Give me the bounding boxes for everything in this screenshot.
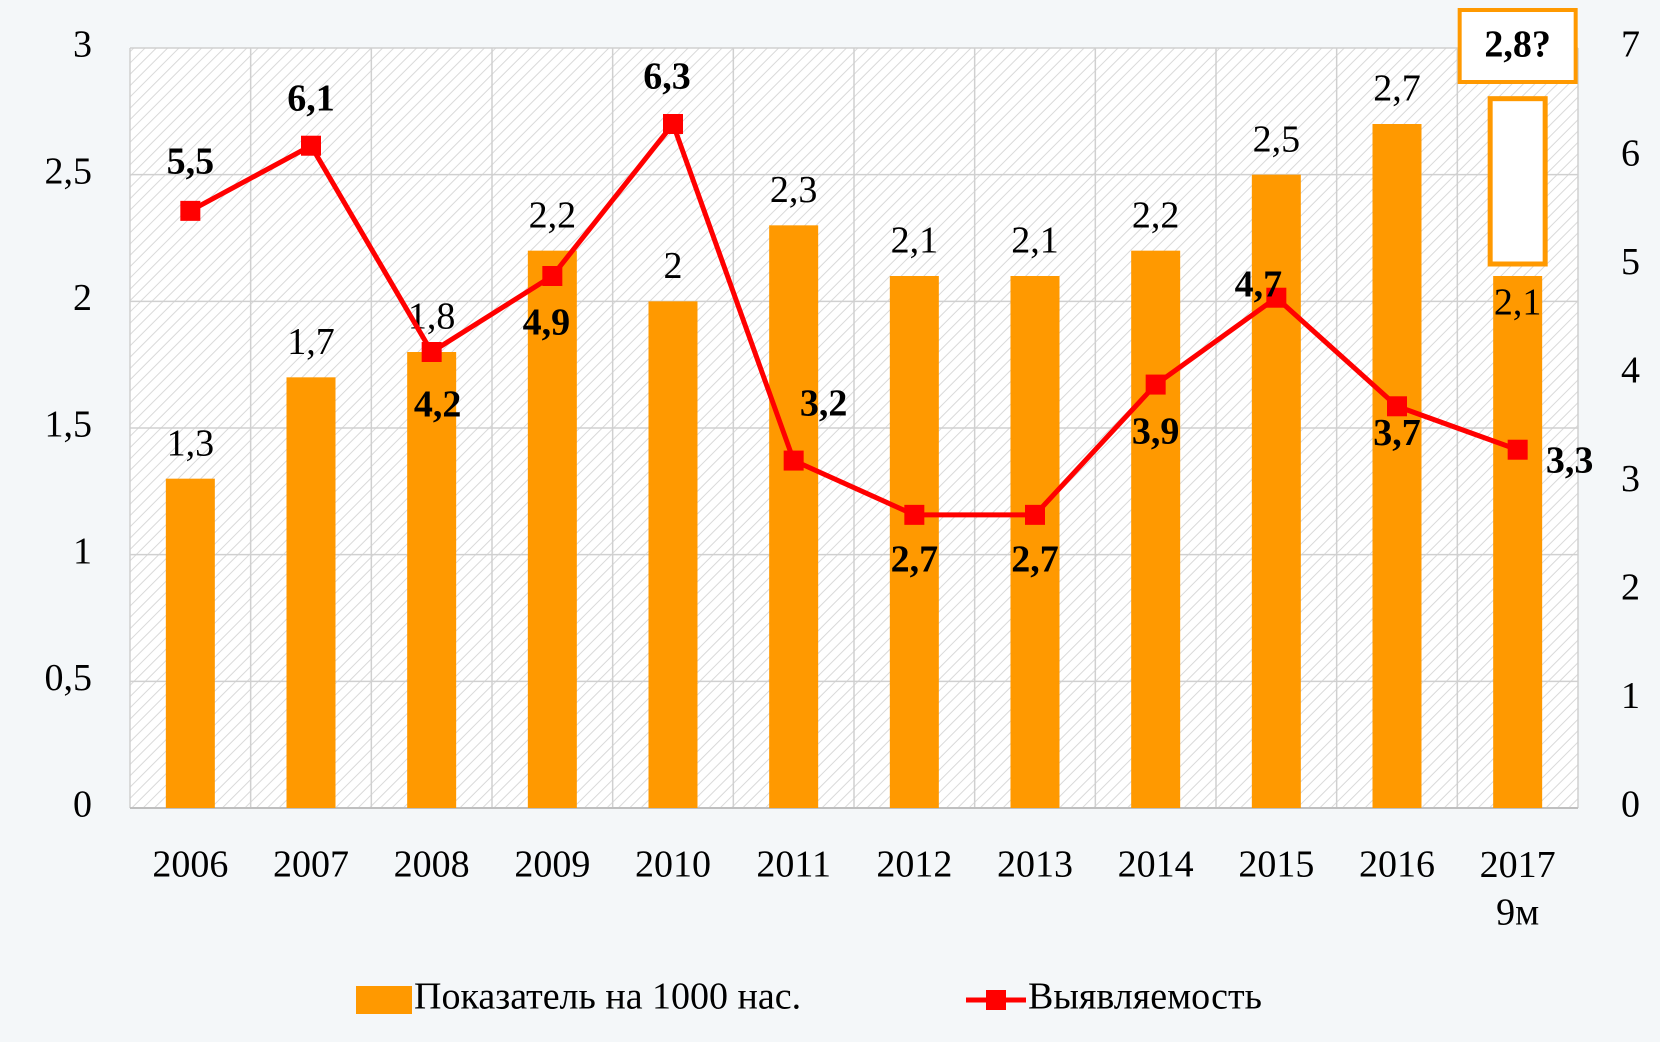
y2-tick-label: 3 [1621, 458, 1640, 500]
line-marker [904, 504, 925, 525]
y-tick-label: 2 [73, 277, 92, 319]
line [189, 118, 1519, 518]
bar-value-label: 2 [664, 245, 683, 287]
y-tick-label: 0 [73, 784, 92, 826]
x-tick-label: 2010 [635, 844, 711, 886]
line-marker [1266, 287, 1287, 308]
bar-value-label: 2,2 [529, 194, 577, 236]
y2-tick-label: 5 [1621, 241, 1640, 283]
line-marker [1145, 374, 1166, 395]
y2-tick-label: 7 [1621, 24, 1640, 66]
bar-value-label: 2,7 [1373, 68, 1421, 110]
line-marker [180, 200, 201, 221]
bar [165, 478, 215, 808]
bar [1372, 124, 1422, 808]
annotation-box [1487, 96, 1548, 267]
line-value-label: 3,2 [800, 382, 848, 424]
bar-value-label: 1,7 [287, 321, 335, 363]
line-marker [783, 450, 804, 471]
y-tick-label: 1 [73, 530, 92, 572]
bar-value-label: 2,5 [1253, 118, 1301, 160]
x-tick-label: 2008 [394, 844, 470, 886]
line-marker [1507, 439, 1528, 460]
y-tick-label: 3 [73, 24, 92, 66]
line-value-label: 4,9 [523, 302, 571, 344]
y-tick-label: 2,5 [45, 150, 93, 192]
x-tick-label: 2017 9м [1480, 844, 1556, 934]
bar-value-label: 2,2 [1132, 194, 1180, 236]
annotation-text: 2,8? [1484, 24, 1551, 66]
line-value-label: 3,3 [1546, 439, 1594, 481]
y2-tick-label: 0 [1621, 784, 1640, 826]
bar [407, 352, 457, 808]
x-tick-label: 2009 [514, 844, 590, 886]
line-value-label: 2,7 [891, 539, 939, 581]
bar [769, 225, 819, 809]
legend-label: Показатель на 1000 нас. [414, 976, 801, 1018]
x-tick-label: 2014 [1118, 844, 1194, 886]
x-tick-label: 2012 [876, 844, 952, 886]
x-tick-label: 2006 [152, 844, 228, 886]
x-tick-label: 2016 [1359, 844, 1435, 886]
y-tick-label: 0,5 [45, 657, 93, 699]
line-marker [542, 266, 563, 286]
bar [1131, 250, 1181, 808]
bar-value-label: 1,8 [408, 296, 456, 338]
line-value-label: 5,5 [167, 141, 215, 183]
x-tick-label: 2007 [273, 844, 349, 886]
bar-value-label: 2,3 [770, 169, 818, 211]
line-marker [1025, 504, 1045, 525]
bar [286, 377, 336, 808]
annotation-frame [1457, 8, 1578, 84]
bar [648, 301, 698, 808]
bar [889, 276, 939, 808]
y2-tick-label: 4 [1621, 349, 1640, 391]
line-value-label: 3,7 [1373, 412, 1421, 454]
bar [1493, 276, 1543, 808]
line-value-label: 6,3 [643, 56, 691, 98]
bar-value-label: 2,1 [1494, 282, 1542, 324]
x-tick-label: 2013 [997, 844, 1073, 886]
line-value-label: 6,1 [287, 77, 335, 119]
line-value-label: 4,7 [1235, 263, 1283, 305]
y2-tick-label: 2 [1621, 567, 1640, 609]
line-marker [1387, 396, 1407, 417]
bar [527, 250, 577, 808]
x-tick-label: 2015 [1238, 844, 1314, 886]
line-value-label: 4,2 [414, 384, 462, 426]
y-tick-label: 1,5 [45, 404, 93, 446]
line-marker [421, 342, 442, 362]
y2-tick-label: 1 [1621, 675, 1640, 717]
legend-swatch [356, 986, 412, 1014]
legend-marker [986, 990, 1006, 1010]
line-value-label: 2,7 [1011, 539, 1059, 581]
y2-tick-label: 6 [1621, 132, 1640, 174]
bar [1010, 276, 1060, 808]
line-value-label: 3,9 [1132, 410, 1180, 452]
bar-value-label: 1,3 [167, 422, 215, 464]
line-marker [301, 135, 321, 156]
bar [1251, 174, 1301, 808]
bar-value-label: 2,1 [891, 220, 939, 262]
line-marker [663, 114, 683, 134]
x-tick-label: 2011 [756, 844, 831, 886]
bar-value-label: 2,1 [1011, 220, 1059, 262]
legend-label: Выявляемость [1028, 976, 1262, 1018]
